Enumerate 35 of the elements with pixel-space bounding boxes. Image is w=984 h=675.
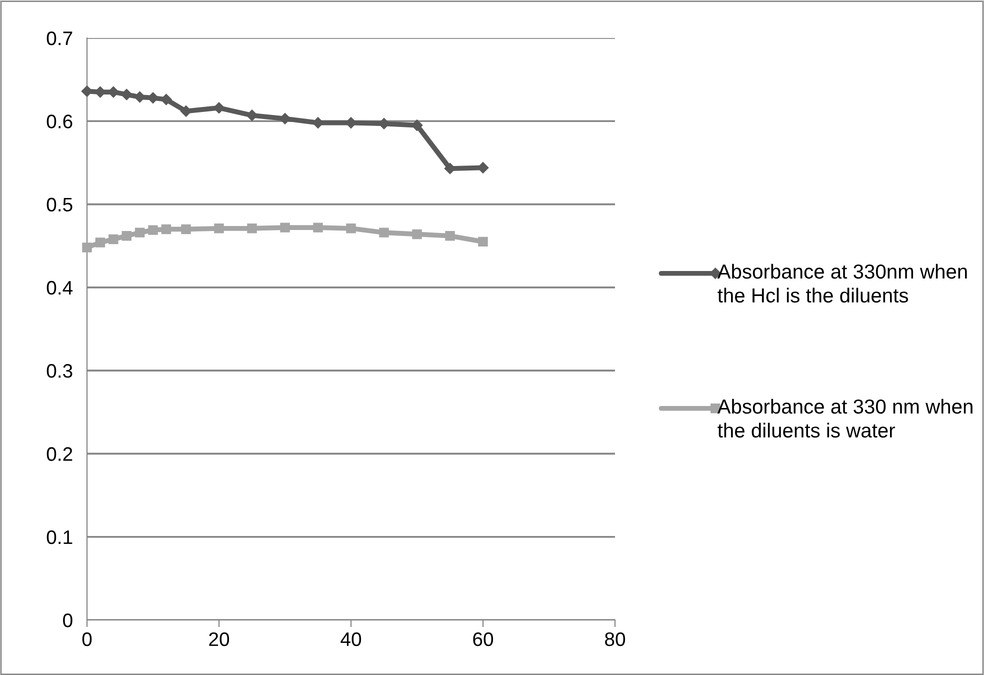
point — [214, 224, 224, 234]
y-tick-label: 0.4 — [46, 280, 73, 295]
point — [148, 225, 158, 235]
point — [120, 88, 132, 100]
y-tick-label: 0.5 — [46, 198, 72, 212]
point — [313, 222, 323, 232]
x-tick-label: 40 — [340, 632, 362, 646]
point — [280, 222, 290, 232]
point — [82, 242, 92, 252]
y-tick-label: 0.1 — [46, 530, 72, 544]
legend-label: Absorbance at 330nm when the Hcl is the diluents — [717, 264, 967, 303]
x-tick-label: 0 — [82, 632, 92, 646]
y-tick-label: 0.6 — [46, 114, 72, 128]
point — [346, 224, 356, 234]
point — [412, 229, 422, 240]
x-tick-label: 60 — [473, 632, 494, 646]
point — [379, 228, 389, 238]
point — [95, 238, 106, 248]
y-tick-label: 0.2 — [46, 447, 72, 461]
point — [160, 94, 172, 106]
point — [108, 234, 118, 244]
legend-label: Absorbance at 330 nm when the diluents is water — [717, 398, 972, 438]
point — [247, 224, 257, 234]
point — [122, 231, 132, 241]
y-tick-label: 0.7 — [46, 31, 72, 46]
x-tick-label: 20 — [209, 632, 230, 646]
point — [445, 231, 455, 241]
point — [134, 91, 146, 103]
point — [478, 236, 488, 247]
point — [134, 228, 145, 238]
point — [161, 224, 172, 234]
point — [181, 224, 191, 234]
y-tick-label: 0 — [63, 613, 72, 628]
y-tick-label: 0.3 — [46, 364, 72, 378]
x-tick-label: 80 — [605, 632, 626, 646]
